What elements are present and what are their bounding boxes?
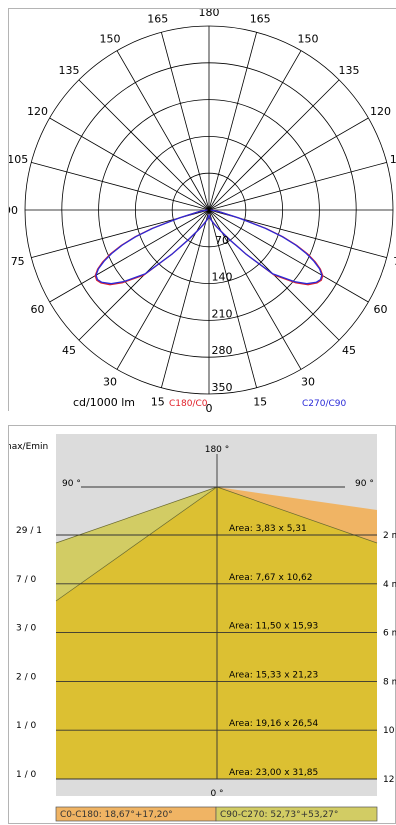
angle-label: 75 <box>393 255 396 268</box>
angle-label: 45 <box>342 344 356 357</box>
polar-spoke <box>160 209 210 388</box>
legend-c270-c90: C270/C90 <box>302 399 347 409</box>
height-label: 10 <box>383 726 395 736</box>
radial-tick-label: 350 <box>212 381 233 394</box>
legend-c90-c270-box <box>215 806 378 822</box>
polar-curves <box>94 209 324 286</box>
polar-spoke <box>208 32 258 211</box>
angle-label: 60 <box>31 303 45 316</box>
polar-grid <box>9 9 396 412</box>
radial-tick-label: 210 <box>212 307 233 320</box>
polar-spoke <box>208 117 369 211</box>
radial-tick-label: 280 <box>212 344 233 357</box>
angle-label: 75 <box>11 255 25 268</box>
polar-angle-labels: 180 165 165 150 150 135 135 120 120 105 … <box>9 9 396 412</box>
series-curve-c270-c90 <box>95 209 323 285</box>
radial-tick-label: 70 <box>215 234 229 247</box>
polar-spoke <box>208 209 258 388</box>
right-90-label: 90 ° <box>355 479 374 489</box>
polar-luminous-intensity-diagram: 180 165 165 150 150 135 135 120 120 105 … <box>9 9 396 412</box>
angle-label: 135 <box>339 64 360 77</box>
emax-emin-ratio: 2 / 0 <box>16 672 36 682</box>
height-label: 2 m <box>383 531 396 541</box>
area-label: Area: 3,83 x 5,31 <box>229 524 307 534</box>
angle-label: 15 <box>253 395 267 408</box>
emax-emin-ratio: 1 / 0 <box>16 770 36 780</box>
emax-emin-ratio: 29 / 1 <box>16 526 42 536</box>
polar-spoke <box>116 50 210 211</box>
angle-label: 30 <box>301 376 315 389</box>
emax-emin-ratio: 1 / 0 <box>16 721 36 731</box>
area-label: Area: 7,67 x 10,62 <box>229 573 312 583</box>
angle-label: 135 <box>59 64 80 77</box>
cone-rows: 29 / 1 Area: 3,83 x 5,31 2 m 7 / 0 Area: 7,6… <box>16 524 396 785</box>
angle-label: 45 <box>62 344 76 357</box>
height-label: 6 m <box>383 629 396 639</box>
radial-tick-label: 140 <box>212 271 233 284</box>
polar-spoke <box>208 79 340 211</box>
height-label: 4 m <box>383 580 396 590</box>
polar-diagram-panel: 180 165 165 150 150 135 135 120 120 105 … <box>8 8 396 412</box>
area-label: Area: 19,16 x 26,54 <box>229 719 318 729</box>
polar-spoke <box>208 209 302 370</box>
angle-label: 120 <box>27 105 48 118</box>
legend-c90-c270: C90-C270: 52,73°+53,27° <box>220 810 338 820</box>
angle-label: 165 <box>250 13 271 26</box>
angle-label: 150 <box>298 33 319 46</box>
area-label: Area: 11,50 x 15,93 <box>229 622 318 632</box>
left-90-label: 90 ° <box>62 479 81 489</box>
angle-label: 105 <box>390 153 396 166</box>
illuminance-cone-diagram: 29 / 1 Area: 3,83 x 5,31 2 m 7 / 0 Area: 7,6… <box>9 434 396 822</box>
beam-edge-right <box>216 486 378 544</box>
angle-label: 30 <box>103 376 117 389</box>
polar-radial-labels: 70 140 210 280 350 <box>212 234 233 394</box>
angle-label: 60 <box>374 303 388 316</box>
angle-label: 150 <box>100 33 121 46</box>
area-label: Area: 15,33 x 21,23 <box>229 670 318 680</box>
area-label: Area: 23,00 x 31,85 <box>229 768 318 778</box>
polar-spoke <box>160 32 210 211</box>
height-label: 8 m <box>383 677 396 687</box>
angle-label: 180 <box>199 9 220 19</box>
emax-emin-ratio: 7 / 0 <box>16 575 36 585</box>
legend-c0-c180: C0-C180: 18,67°+17,20° <box>60 810 173 820</box>
polar-spoke <box>208 50 302 211</box>
polar-spoke <box>208 161 387 211</box>
polar-spoke <box>31 161 210 211</box>
angle-label: 165 <box>147 13 168 26</box>
polar-spoke <box>116 209 210 370</box>
beam-edge-inner <box>55 486 218 602</box>
height-label: 12 <box>383 775 394 785</box>
polar-spoke <box>49 117 210 211</box>
angle-label: 15 <box>151 395 165 408</box>
top-angle-label: 180 ° <box>205 445 230 455</box>
emax-emin-ratio: 3 / 0 <box>16 624 36 634</box>
angle-label: 105 <box>9 153 28 166</box>
illuminance-cone-panel: 29 / 1 Area: 3,83 x 5,31 2 m 7 / 0 Area: 7,6… <box>8 425 396 824</box>
emax-emin-header: nax/Emin <box>9 442 48 452</box>
angle-label: 120 <box>370 105 391 118</box>
angle-label: 0 <box>206 402 213 412</box>
unit-label: cd/1000 lm <box>73 396 135 409</box>
polar-spoke <box>78 79 210 211</box>
bottom-angle-label: 0 ° <box>210 789 223 799</box>
polar-spoke <box>208 209 369 303</box>
angle-label: 90 <box>9 204 18 217</box>
legend-c180-c0: C180/C0 <box>169 399 208 409</box>
polar-spoke <box>49 209 210 303</box>
beam-edge-left <box>55 486 218 544</box>
